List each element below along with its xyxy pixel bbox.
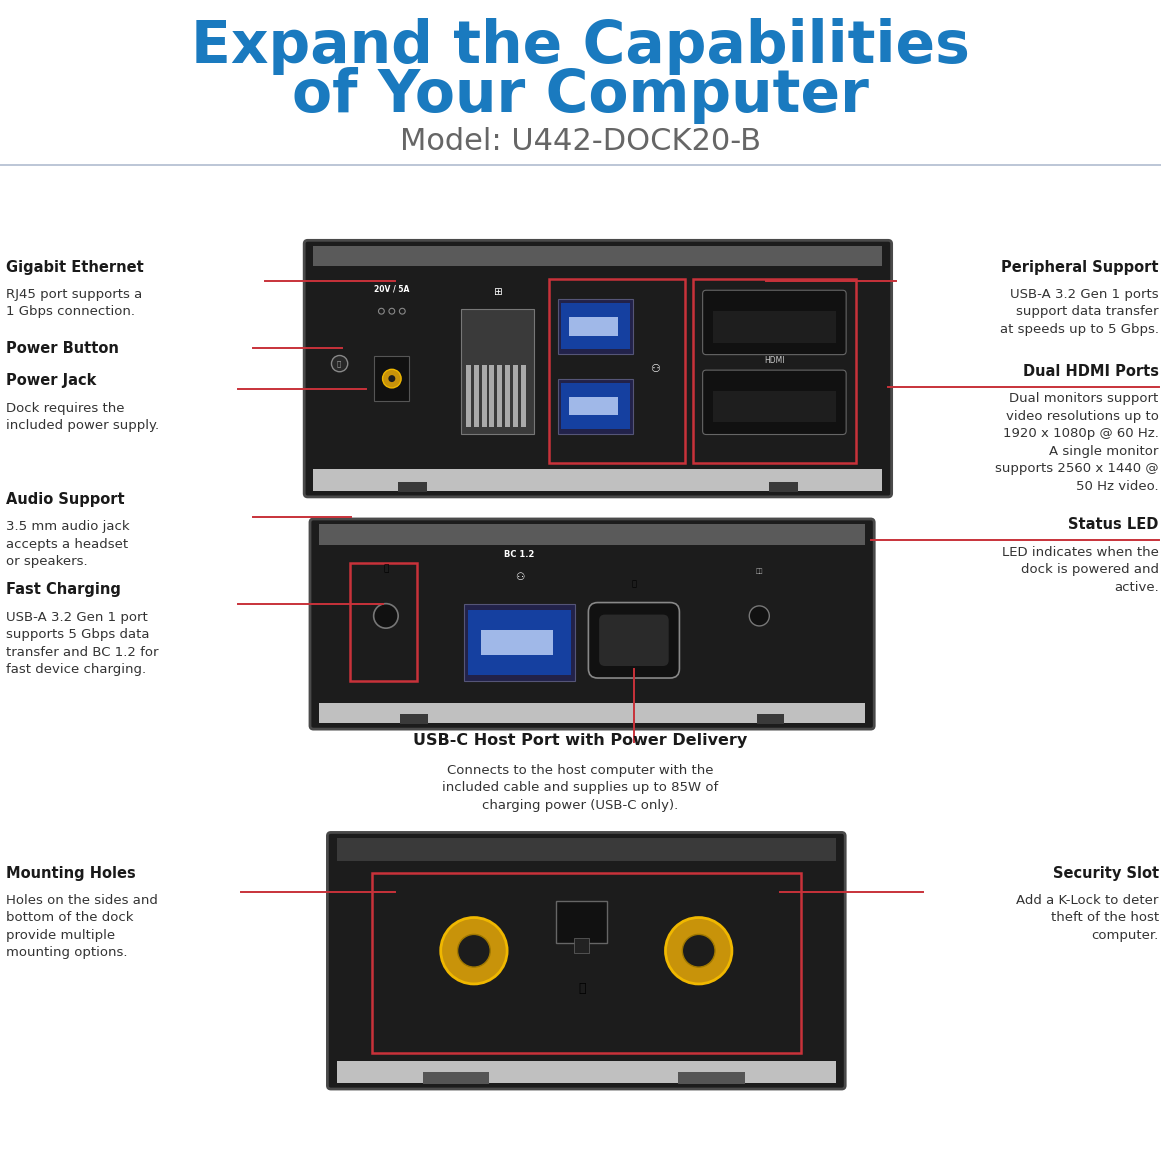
Text: Power Button: Power Button bbox=[6, 341, 118, 355]
Bar bbox=[464, 604, 576, 680]
Text: Mounting Holes: Mounting Holes bbox=[6, 866, 136, 880]
Bar bbox=[770, 482, 799, 492]
Text: Holes on the sides and
bottom of the dock
provide multiple
mounting options.: Holes on the sides and bottom of the doc… bbox=[6, 894, 158, 959]
Circle shape bbox=[332, 355, 348, 372]
Text: Model: U442-DOCK20-B: Model: U442-DOCK20-B bbox=[401, 128, 760, 156]
Text: LED indicates when the
dock is powered and
active.: LED indicates when the dock is powered a… bbox=[1002, 546, 1159, 593]
Text: ⊞: ⊞ bbox=[493, 288, 503, 297]
Bar bbox=[713, 311, 836, 342]
Text: USB-C Host Port with Power Delivery: USB-C Host Port with Power Delivery bbox=[413, 734, 748, 748]
Bar bbox=[372, 873, 801, 1053]
FancyBboxPatch shape bbox=[589, 603, 679, 678]
Text: 20V / 5A: 20V / 5A bbox=[374, 284, 410, 294]
Circle shape bbox=[683, 935, 715, 967]
FancyBboxPatch shape bbox=[702, 370, 846, 434]
Bar bbox=[462, 309, 534, 433]
Bar bbox=[399, 714, 427, 724]
Bar bbox=[569, 397, 618, 416]
Text: Power Jack: Power Jack bbox=[6, 374, 96, 388]
Bar bbox=[505, 365, 510, 427]
Text: 🖥: 🖥 bbox=[632, 579, 636, 587]
Bar bbox=[482, 365, 486, 427]
Bar bbox=[513, 365, 518, 427]
FancyBboxPatch shape bbox=[599, 614, 669, 666]
Text: Security Slot: Security Slot bbox=[1053, 866, 1159, 880]
Text: ⏻: ⏻ bbox=[337, 360, 341, 367]
Bar bbox=[319, 525, 865, 545]
Text: RJ45 port supports a
1 Gbps connection.: RJ45 port supports a 1 Gbps connection. bbox=[6, 288, 142, 318]
Bar bbox=[397, 482, 427, 492]
Text: ⏻🖥: ⏻🖥 bbox=[756, 569, 763, 574]
Bar bbox=[678, 1072, 744, 1084]
Text: BC 1.2: BC 1.2 bbox=[505, 550, 535, 560]
Bar bbox=[574, 938, 589, 953]
Text: ⚇: ⚇ bbox=[650, 363, 659, 374]
Text: 🎧: 🎧 bbox=[383, 564, 389, 574]
Circle shape bbox=[749, 606, 770, 626]
Bar bbox=[337, 838, 836, 861]
Text: Connects to the host computer with the
included cable and supplies up to 85W of
: Connects to the host computer with the i… bbox=[442, 764, 719, 812]
Text: USB-A 3.2 Gen 1 ports
support data transfer
at speeds up to 5 Gbps.: USB-A 3.2 Gen 1 ports support data trans… bbox=[1000, 288, 1159, 336]
Bar bbox=[313, 246, 882, 266]
Bar bbox=[558, 298, 633, 354]
Text: of Your Computer: of Your Computer bbox=[293, 66, 868, 124]
Text: Audio Support: Audio Support bbox=[6, 492, 124, 506]
Bar bbox=[490, 365, 495, 427]
FancyBboxPatch shape bbox=[327, 832, 845, 1089]
FancyBboxPatch shape bbox=[310, 519, 874, 729]
Text: Dual HDMI Ports: Dual HDMI Ports bbox=[1023, 365, 1159, 378]
Bar bbox=[481, 630, 553, 656]
Bar bbox=[520, 365, 526, 427]
Bar bbox=[313, 469, 882, 491]
Bar bbox=[468, 610, 571, 675]
Bar bbox=[423, 1072, 489, 1084]
Text: Expand the Capabilities: Expand the Capabilities bbox=[192, 17, 969, 75]
Bar bbox=[569, 317, 618, 336]
Bar bbox=[497, 365, 503, 427]
FancyBboxPatch shape bbox=[304, 240, 892, 497]
Bar bbox=[713, 391, 836, 423]
Text: HDMI: HDMI bbox=[764, 356, 785, 366]
Circle shape bbox=[457, 935, 490, 967]
Circle shape bbox=[441, 917, 507, 985]
Circle shape bbox=[383, 369, 402, 388]
Text: ⚇: ⚇ bbox=[515, 572, 525, 583]
Text: Add a K-Lock to deter
theft of the host
computer.: Add a K-Lock to deter theft of the host … bbox=[1016, 894, 1159, 942]
Bar bbox=[466, 365, 471, 427]
Bar bbox=[374, 356, 410, 401]
Bar bbox=[319, 702, 865, 723]
Text: Peripheral Support: Peripheral Support bbox=[1001, 260, 1159, 274]
Bar bbox=[548, 279, 685, 463]
Text: Fast Charging: Fast Charging bbox=[6, 583, 121, 597]
Bar bbox=[349, 563, 417, 680]
Bar bbox=[337, 1061, 836, 1083]
Text: USB-A 3.2 Gen 1 port
supports 5 Gbps data
transfer and BC 1.2 for
fast device ch: USB-A 3.2 Gen 1 port supports 5 Gbps dat… bbox=[6, 611, 158, 676]
Text: Status LED: Status LED bbox=[1068, 518, 1159, 532]
Bar bbox=[561, 383, 630, 430]
Bar bbox=[561, 303, 630, 349]
FancyBboxPatch shape bbox=[702, 290, 846, 354]
Bar bbox=[556, 901, 607, 943]
Circle shape bbox=[665, 917, 731, 985]
Text: 🔒: 🔒 bbox=[578, 982, 586, 995]
Bar bbox=[757, 714, 785, 724]
Text: 3.5 mm audio jack
accepts a headset
or speakers.: 3.5 mm audio jack accepts a headset or s… bbox=[6, 520, 129, 568]
Bar bbox=[693, 279, 856, 463]
Text: Dual monitors support
video resolutions up to
1920 x 1080p @ 60 Hz.
A single mon: Dual monitors support video resolutions … bbox=[995, 392, 1159, 493]
Text: Gigabit Ethernet: Gigabit Ethernet bbox=[6, 260, 144, 274]
Bar bbox=[558, 378, 633, 433]
Bar bbox=[474, 365, 478, 427]
Circle shape bbox=[388, 375, 395, 382]
Circle shape bbox=[374, 604, 398, 628]
Text: Dock requires the
included power supply.: Dock requires the included power supply. bbox=[6, 402, 159, 432]
